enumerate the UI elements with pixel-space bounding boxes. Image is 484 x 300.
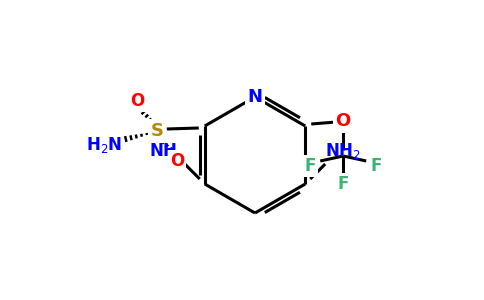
- Text: F: F: [337, 175, 349, 193]
- Text: O: O: [130, 92, 144, 110]
- Text: F: F: [371, 157, 382, 175]
- Text: H$_2$N: H$_2$N: [86, 135, 122, 155]
- Text: NH$_2$: NH$_2$: [149, 141, 185, 161]
- Text: O: O: [335, 112, 351, 130]
- Text: F: F: [304, 157, 316, 175]
- Text: N: N: [247, 88, 262, 106]
- Text: NH$_2$: NH$_2$: [325, 141, 361, 161]
- Text: S: S: [150, 122, 163, 140]
- Text: O: O: [170, 152, 184, 170]
